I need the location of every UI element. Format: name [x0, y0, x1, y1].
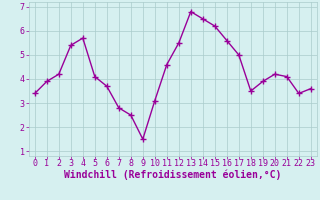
X-axis label: Windchill (Refroidissement éolien,°C): Windchill (Refroidissement éolien,°C) — [64, 169, 282, 180]
